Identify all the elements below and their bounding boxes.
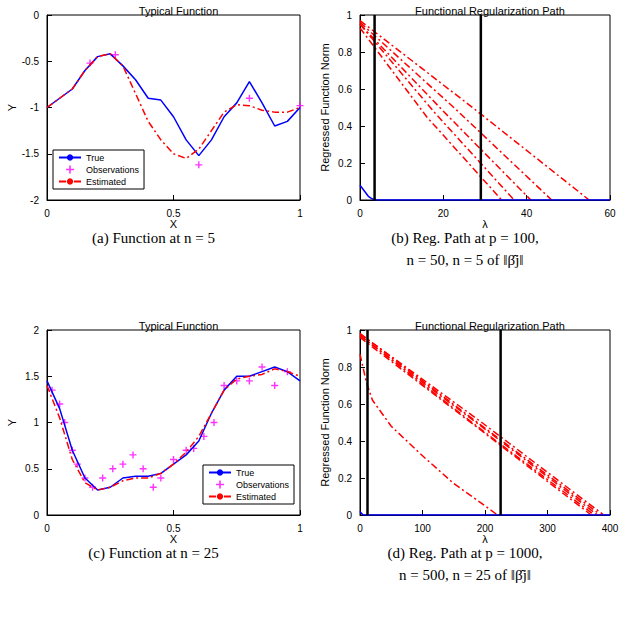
svg-text:0: 0 — [357, 208, 363, 219]
svg-text:40: 40 — [521, 208, 533, 219]
svg-text:(a) Function at n = 5: (a) Function at n = 5 — [92, 230, 215, 247]
svg-text:0.4: 0.4 — [338, 436, 352, 447]
svg-text:0: 0 — [346, 510, 352, 521]
svg-text:Regressed Function Norm: Regressed Function Norm — [319, 43, 331, 171]
svg-text:1: 1 — [33, 417, 39, 428]
svg-text:-1: -1 — [30, 102, 39, 113]
svg-text:0.4: 0.4 — [338, 121, 352, 132]
svg-text:0.6: 0.6 — [338, 84, 352, 95]
svg-text:1.5: 1.5 — [25, 371, 39, 382]
svg-text:200: 200 — [477, 523, 494, 534]
svg-text:Typical Function: Typical Function — [139, 320, 218, 332]
svg-text:0: 0 — [44, 208, 50, 219]
svg-text:400: 400 — [602, 523, 619, 534]
svg-text:1: 1 — [297, 208, 303, 219]
svg-text:0.5: 0.5 — [167, 523, 181, 534]
svg-text:2: 2 — [33, 325, 39, 336]
svg-text:-2: -2 — [30, 195, 39, 206]
svg-text:1: 1 — [346, 325, 352, 336]
svg-text:Y: Y — [6, 103, 18, 111]
svg-text:(b) Reg. Path at p = 100,: (b) Reg. Path at p = 100, — [391, 230, 539, 247]
svg-text:0.2: 0.2 — [338, 473, 352, 484]
svg-text:(c) Function at n = 25: (c) Function at n = 25 — [88, 545, 219, 562]
svg-text:0.5: 0.5 — [167, 208, 181, 219]
svg-text:0: 0 — [33, 510, 39, 521]
svg-text:0.8: 0.8 — [338, 362, 352, 373]
svg-text:20: 20 — [438, 208, 450, 219]
svg-text:Functional Regularization Path: Functional Regularization Path — [415, 320, 565, 332]
svg-text:Y: Y — [6, 418, 18, 426]
svg-text:Typical Function: Typical Function — [139, 5, 218, 17]
svg-text:λ: λ — [482, 218, 488, 230]
svg-text:0.6: 0.6 — [338, 399, 352, 410]
svg-text:n = 500, n = 25 of ‖β̂j‖: n = 500, n = 25 of ‖β̂j‖ — [399, 567, 531, 583]
svg-text:100: 100 — [414, 523, 431, 534]
svg-text:True: True — [236, 468, 254, 478]
svg-text:Regressed Function Norm: Regressed Function Norm — [319, 358, 331, 486]
svg-text:0: 0 — [33, 10, 39, 21]
svg-text:-1.5: -1.5 — [22, 148, 40, 159]
svg-text:Observations: Observations — [86, 165, 140, 175]
svg-text:Estimated: Estimated — [236, 492, 276, 502]
svg-text:Observations: Observations — [236, 480, 290, 490]
svg-text:0.2: 0.2 — [338, 158, 352, 169]
svg-text:n = 50, n = 5 of ‖β̂j‖: n = 50, n = 5 of ‖β̂j‖ — [406, 252, 523, 268]
svg-text:1: 1 — [346, 10, 352, 21]
svg-text:0: 0 — [346, 195, 352, 206]
svg-text:λ: λ — [482, 533, 488, 545]
svg-text:X: X — [170, 218, 178, 230]
svg-text:(d) Reg. Path at p = 1000,: (d) Reg. Path at p = 1000, — [387, 545, 542, 562]
svg-text:True: True — [86, 153, 104, 163]
svg-text:Functional Regularization Path: Functional Regularization Path — [415, 5, 565, 17]
svg-text:X: X — [170, 533, 178, 545]
svg-text:Estimated: Estimated — [86, 177, 126, 187]
svg-text:0.8: 0.8 — [338, 47, 352, 58]
svg-text:60: 60 — [604, 208, 616, 219]
svg-text:1: 1 — [297, 523, 303, 534]
svg-text:0.5: 0.5 — [25, 463, 39, 474]
svg-text:300: 300 — [539, 523, 556, 534]
svg-text:0: 0 — [357, 523, 363, 534]
svg-text:-0.5: -0.5 — [22, 56, 40, 67]
svg-text:0: 0 — [44, 523, 50, 534]
